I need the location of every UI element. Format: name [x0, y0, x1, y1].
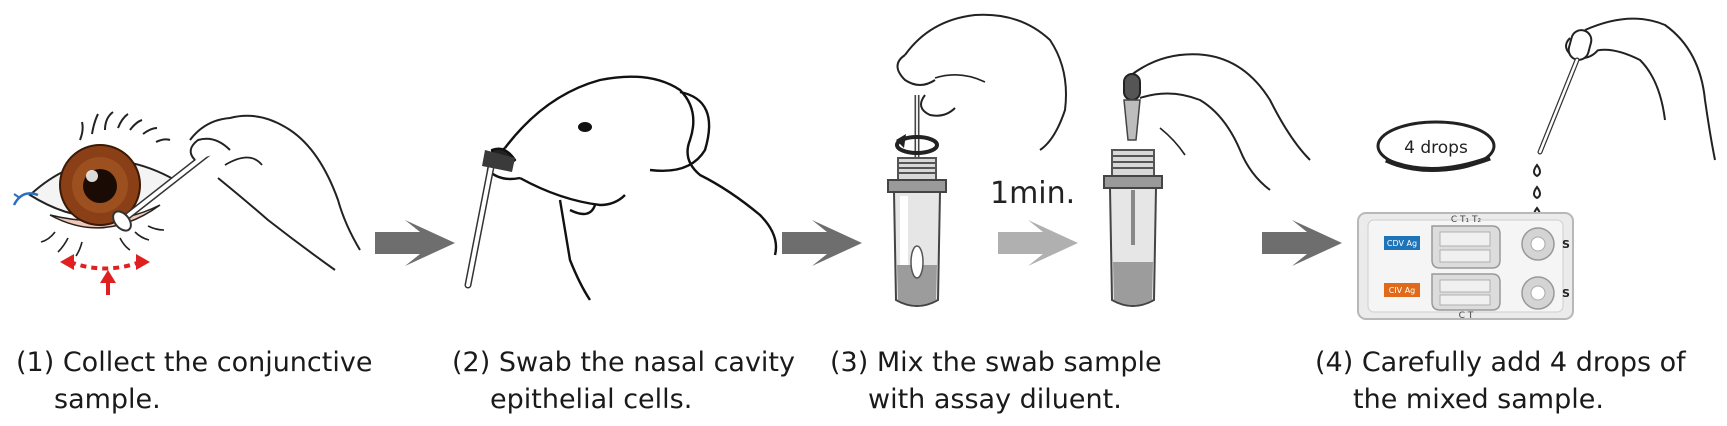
step-2-caption-line-1: (2) Swab the nasal cavity	[452, 347, 795, 378]
sample-well-label-top: S	[1562, 238, 1570, 251]
process-arrow-2	[782, 220, 862, 266]
step-4-caption-line-2: the mixed sample.	[1353, 384, 1604, 415]
step-3-caption-line-2: with assay diluent.	[868, 384, 1122, 415]
process-arrow-3	[1262, 220, 1342, 266]
bottom-strip-markers: C T	[1459, 311, 1474, 321]
civ-tag: CIV Ag	[1389, 286, 1416, 295]
timer-label: 1min.	[990, 176, 1075, 211]
step-3-caption-line-1: (3) Mix the swab sample	[830, 347, 1162, 378]
step-1-caption: (1) Collect the conjunctive sample.	[16, 344, 372, 418]
process-arrow-1	[375, 220, 455, 266]
step-4-caption-line-1: (4) Carefully add 4 drops of	[1315, 347, 1686, 378]
top-strip-markers: C T₁ T₂	[1451, 215, 1482, 225]
step-3-caption: (3) Mix the swab sample with assay dilue…	[830, 344, 1162, 418]
dog-illustration	[486, 75, 778, 301]
drops-badge: 4 drops	[1376, 120, 1496, 173]
tube-with-dropper-cap	[1103, 53, 1311, 307]
drops-label: 4 drops	[1404, 138, 1468, 158]
drops	[1533, 163, 1541, 221]
step-2-caption: (2) Swab the nasal cavity epithelial cel…	[452, 344, 795, 418]
eye-illustration	[12, 111, 361, 295]
step-2-caption-line-2: epithelial cells.	[490, 384, 693, 415]
step-4-caption: (4) Carefully add 4 drops of the mixed s…	[1315, 344, 1686, 418]
cdv-tag: CDV Ag	[1387, 239, 1417, 248]
tube-with-swab	[887, 13, 1067, 307]
nasal-swab	[464, 150, 515, 289]
step-1-caption-line-1: (1) Collect the conjunctive	[16, 347, 373, 378]
sample-well-label-bottom: S	[1562, 287, 1570, 300]
test-cassette: CDV Ag CIV Ag C T₁ T₂ C T S S	[1357, 212, 1574, 321]
process-arrow-timer	[998, 220, 1078, 266]
step-1-caption-line-2: sample.	[54, 384, 161, 415]
pipette-hand	[1537, 17, 1716, 161]
